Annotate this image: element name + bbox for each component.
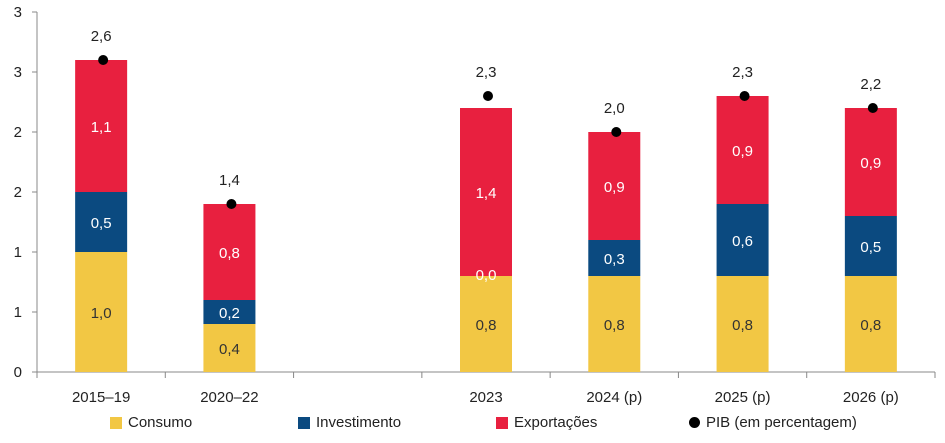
bar-value-label: 0,4 [219,341,240,358]
bar-exportacoes [588,132,641,240]
legend-item-exportacoes: Exportações [496,414,597,431]
bar-consumo [203,324,256,372]
gdp-dot [867,103,878,113]
gdp-value-label: 1,4 [219,172,240,189]
bar-consumo [460,276,512,372]
legend-swatch-exportacoes [496,416,508,429]
bar-value-label: 0,5 [860,239,881,256]
gdp-value-label: 2,0 [604,100,625,117]
bar-value-label: 0,8 [476,317,497,334]
bar-value-label: 1,1 [91,119,112,136]
axes: 0 1 1 2 2 3 3 2015–19 2020–22 2023 2024 (p) 2025 (p… [14,4,936,406]
bar-consumo [844,276,897,372]
x-tick-label: 2023 [469,389,502,406]
legend-item-pib: PIB (em percentagem) [689,414,857,431]
bar-value-label: 0,6 [732,233,753,250]
segment-labels: 1,0 0,5 1,1 0,4 0,2 0,8 0,8 0,0 1,4 0,8 0,3 0,9 0,8 0… [91,119,882,358]
legend-swatch-consumo [110,416,122,429]
legend-swatch-investimento [298,416,310,429]
bar-consumo [716,276,769,372]
legend-label-exportacoes: Exportações [514,414,598,431]
bar-value-label: 0,9 [860,155,881,172]
bar-investimento [203,300,256,324]
bar-exportacoes [75,60,128,192]
bar-value-label: 0,8 [860,317,881,334]
x-tick-label: 2024 (p) [586,389,642,406]
bar-exportacoes [716,96,769,204]
bar-value-label: 0,2 [219,305,240,322]
bar-investimento [75,192,128,252]
bar-value-label: 0,3 [604,251,625,268]
gdp-value-label: 2,3 [732,64,753,81]
gdp-markers: 2,6 1,4 2,3 2,0 2,3 2,2 [91,28,881,209]
bar-consumo [75,252,128,372]
x-tick-label: 2015–19 [72,389,130,406]
bar-value-label: 1,0 [91,305,112,322]
gdp-dot [226,199,237,209]
legend-marker-pib [689,417,700,428]
gdp-value-label: 2,6 [91,28,112,45]
legend-label-consumo: Consumo [128,414,193,431]
x-tick-label: 2026 (p) [843,389,899,406]
y-tick-label: 2 [14,124,22,141]
bars [75,60,897,372]
gdp-dot [611,127,622,137]
bar-value-label: 0,9 [732,143,753,160]
gdp-dot [739,91,750,101]
bar-value-label: 1,4 [476,185,497,202]
bar-value-label: 0,8 [604,317,625,334]
legend-label-pib: PIB (em percentagem) [706,414,857,431]
y-tick-label: 3 [14,64,22,81]
gdp-value-label: 2,3 [476,64,497,81]
bar-value-label: 0,8 [219,245,240,262]
bar-exportacoes [844,108,897,216]
legend: Consumo Investimento Exportações PIB (em… [0,414,945,438]
bar-exportacoes [203,204,256,300]
legend-label-investimento: Investimento [316,414,402,431]
bar-exportacoes [460,108,512,276]
y-tick-label: 2 [14,184,22,201]
x-tick-label: 2025 (p) [715,389,771,406]
bar-investimento [844,216,897,276]
y-tick-label: 1 [14,244,22,261]
y-tick-label: 0 [14,364,22,381]
bar-investimento [588,240,641,276]
bar-value-label: 0,9 [604,179,625,196]
legend-item-investimento: Investimento [298,414,401,431]
x-tick-label: 2020–22 [200,389,258,406]
y-tick-label: 3 [14,4,22,21]
bar-value-label: 0,0 [476,267,497,284]
gdp-dot [483,91,493,101]
bar-investimento [716,204,769,276]
gdp-value-label: 2,2 [860,76,881,93]
bar-value-label: 0,8 [732,317,753,334]
bar-value-label: 0,5 [91,215,112,232]
bar-consumo [588,276,641,372]
gdp-dot [98,55,109,65]
y-tick-label: 1 [14,304,22,321]
legend-item-consumo: Consumo [110,414,192,431]
